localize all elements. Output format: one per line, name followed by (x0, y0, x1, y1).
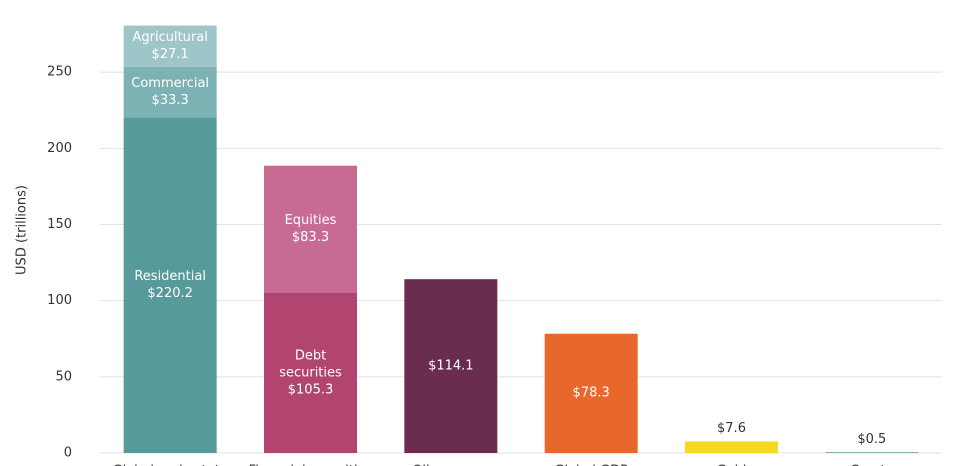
value-label: $33.3 (151, 93, 189, 109)
x-tick-label: Global GDP (554, 464, 628, 466)
x-tick-label: Gold (717, 464, 747, 466)
segment-label: $114.1 (409, 358, 493, 375)
segment-label: $0.5 (830, 431, 914, 448)
value-label: $114.1 (428, 358, 474, 374)
segment-name: Agricultural (132, 30, 208, 46)
segment-name: Commercial (131, 76, 210, 92)
segment-label: Debt securities $105.3 (269, 347, 353, 398)
x-tick-label: Crypto (850, 464, 893, 466)
segment-label: $78.3 (549, 385, 633, 402)
bar-segment (685, 441, 778, 453)
y-tick-label: 200 (47, 141, 72, 156)
segment-label: Equities $83.3 (269, 212, 353, 246)
segment-name: Debt securities (279, 348, 342, 381)
y-tick-label: 300 (47, 0, 72, 4)
bar-segment (404, 279, 498, 453)
bar-segment (825, 452, 919, 453)
x-tick-label: Oil reserves (412, 464, 489, 466)
y-tick-label: 100 (47, 293, 72, 308)
bar-segment (264, 292, 357, 453)
x-tick-label: Financial securities (249, 464, 373, 466)
value-label: $105.3 (287, 382, 334, 398)
value-label: $0.5 (857, 432, 887, 448)
y-tick-label: 50 (55, 369, 72, 384)
segment-label: $7.6 (690, 420, 774, 437)
bar-segment (123, 66, 217, 118)
value-label: $83.3 (291, 230, 330, 246)
segment-label: Agricultural $27.1 (128, 29, 212, 63)
bar-segment (544, 333, 638, 453)
bar-segment (123, 117, 217, 453)
y-tick-label: 0 (64, 446, 72, 461)
bar-segment (264, 165, 357, 293)
segment-name: Equities (284, 213, 337, 229)
segment-label: Residential $220.2 (128, 268, 212, 302)
value-label: $78.3 (572, 385, 610, 401)
x-tick-label: Global real estate (113, 464, 228, 466)
value-label: $27.1 (151, 47, 189, 63)
value-label: $7.6 (717, 421, 746, 437)
segment-label: Commercial $33.3 (128, 75, 212, 109)
y-tick-label: 150 (47, 217, 72, 232)
y-tick-label: 250 (47, 65, 72, 80)
y-axis-label: USD (trillions) (15, 185, 30, 275)
value-label: $220.2 (147, 286, 193, 302)
bar-segment (123, 25, 217, 67)
segment-name: Residential (134, 269, 206, 285)
